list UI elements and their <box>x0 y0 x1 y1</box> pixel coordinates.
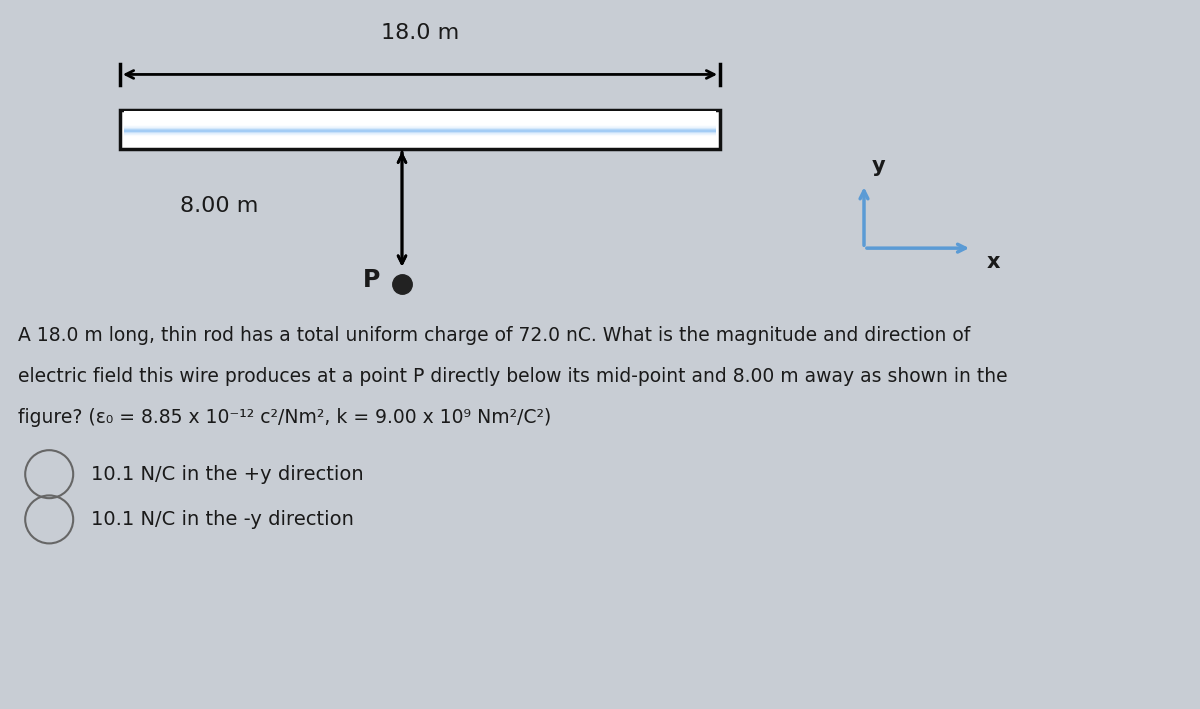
Bar <box>124 131 716 133</box>
Bar <box>124 121 716 122</box>
Bar <box>124 119 716 120</box>
Text: A 18.0 m long, thin rod has a total uniform charge of 72.0 nC. What is the magni: A 18.0 m long, thin rod has a total unif… <box>18 326 971 345</box>
Bar <box>124 113 716 115</box>
Bar <box>124 116 716 117</box>
Bar <box>124 116 716 117</box>
Bar <box>124 142 716 143</box>
Bar <box>124 132 716 133</box>
Text: 10.1 N/C in the +y direction: 10.1 N/C in the +y direction <box>91 464 364 484</box>
Bar <box>124 143 716 144</box>
Text: 10.1 N/C in the -y direction: 10.1 N/C in the -y direction <box>91 510 354 529</box>
Bar <box>124 124 716 125</box>
Text: electric field this wire produces at a point P directly below its mid-point and : electric field this wire produces at a p… <box>18 367 1008 386</box>
Bar <box>124 120 716 121</box>
Bar <box>124 118 716 120</box>
Bar <box>124 125 716 126</box>
Bar <box>124 141 716 142</box>
Bar <box>124 125 716 127</box>
Bar <box>124 126 716 128</box>
Bar <box>124 128 716 129</box>
Bar <box>124 135 716 137</box>
Bar <box>124 143 716 145</box>
Bar <box>124 129 716 130</box>
Bar <box>124 127 716 128</box>
Bar <box>124 145 716 146</box>
Text: 18.0 m: 18.0 m <box>380 23 460 43</box>
Bar <box>124 121 716 123</box>
Bar <box>124 123 716 125</box>
Text: y: y <box>871 156 886 176</box>
Text: figure? (ε₀ = 8.85 x 10⁻¹² c²/Nm², k = 9.00 x 10⁹ Nm²/C²): figure? (ε₀ = 8.85 x 10⁻¹² c²/Nm², k = 9… <box>18 408 551 428</box>
Bar <box>124 140 716 141</box>
Bar <box>124 130 716 132</box>
Text: x: x <box>986 252 1000 272</box>
Bar <box>124 123 716 124</box>
Bar <box>120 110 720 149</box>
Bar <box>124 132 716 133</box>
Bar <box>124 122 716 123</box>
Bar <box>124 116 716 118</box>
Bar <box>124 141 716 143</box>
Bar <box>124 138 716 139</box>
Bar <box>124 140 716 142</box>
Bar <box>124 138 716 139</box>
Bar <box>124 137 716 138</box>
Bar <box>124 115 716 116</box>
Bar <box>124 133 716 135</box>
Bar <box>124 113 716 114</box>
Bar <box>124 133 716 134</box>
Text: 8.00 m: 8.00 m <box>180 196 258 216</box>
Bar <box>124 144 716 145</box>
Bar <box>124 125 716 126</box>
Bar <box>124 118 716 119</box>
Bar <box>124 114 716 116</box>
Bar <box>124 119 716 121</box>
Bar <box>124 117 716 118</box>
Bar <box>124 136 716 138</box>
Bar <box>124 135 716 136</box>
Text: P: P <box>364 268 380 292</box>
Bar <box>124 112 716 113</box>
Bar <box>124 130 716 131</box>
Bar <box>124 134 716 135</box>
Bar <box>124 139 716 140</box>
Bar <box>124 111 716 113</box>
Bar <box>124 129 716 130</box>
Bar <box>124 128 716 130</box>
Bar <box>124 145 716 147</box>
Bar <box>124 138 716 140</box>
